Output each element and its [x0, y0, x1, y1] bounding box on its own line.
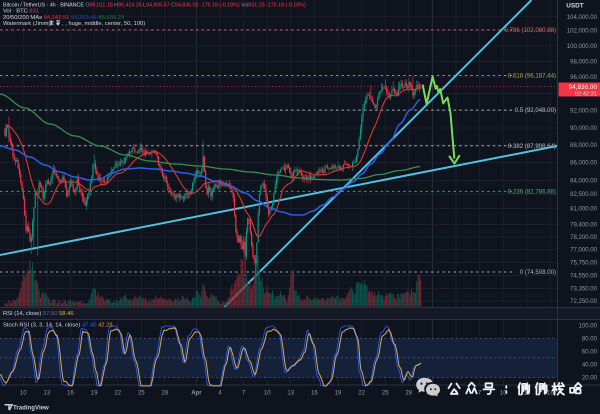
svg-text:60.00: 60.00 — [582, 350, 598, 356]
svg-text:100,000.00: 100,000.00 — [567, 44, 598, 50]
svg-text:100.00: 100.00 — [579, 324, 598, 330]
svg-text:82,500.00: 82,500.00 — [570, 192, 598, 198]
svg-text:Watermark (Jimmy: Watermark (Jimmy — [3, 21, 52, 27]
svg-text:0.786 (102,080.88): 0.786 (102,080.88) — [505, 27, 557, 34]
svg-text:7: 7 — [242, 391, 246, 397]
svg-text:98,000.00: 98,000.00 — [570, 60, 598, 66]
svg-text:13: 13 — [44, 391, 51, 397]
svg-text:72,250.00: 72,250.00 — [570, 299, 598, 305]
svg-text:102,000.00: 102,000.00 — [567, 29, 598, 35]
svg-text:92,000.00: 92,000.00 — [570, 109, 598, 115]
svg-text:20/50/200 MAs 94,242.51 93,253: 20/50/200 MAs 94,242.51 93,253.46 86,539… — [3, 15, 124, 21]
svg-text:0.236 (82,786.88): 0.236 (82,786.88) — [508, 189, 556, 196]
svg-text:RSI (14, close) 57.50 58.46: RSI (14, close) 57.50 58.46 — [3, 311, 74, 317]
svg-text:28: 28 — [162, 391, 169, 397]
svg-text:88,000.00: 88,000.00 — [570, 143, 598, 149]
svg-text:20.00: 20.00 — [582, 376, 598, 382]
svg-text:TradingView: TradingView — [13, 405, 49, 412]
svg-text:94,836.00: 94,836.00 — [569, 84, 598, 91]
svg-text:0.5 (92,048.00): 0.5 (92,048.00) — [515, 107, 556, 114]
svg-text:7: 7 — [478, 391, 482, 397]
svg-text:77,000.00: 77,000.00 — [570, 248, 598, 254]
svg-text:40.00: 40.00 — [582, 363, 598, 369]
svg-text:16: 16 — [67, 391, 74, 397]
svg-text:USDT: USDT — [566, 3, 583, 10]
svg-text:81,000.00: 81,000.00 — [570, 207, 598, 213]
svg-text:75,750.00: 75,750.00 — [570, 261, 598, 267]
svg-text:86,000.00: 86,000.00 — [570, 161, 598, 167]
svg-text:84,000.00: 84,000.00 — [570, 179, 598, 185]
svg-text:10: 10 — [20, 391, 27, 397]
svg-text:0 (74,508.00): 0 (74,508.00) — [520, 269, 556, 276]
svg-text:Vol · BTC 831: Vol · BTC 831 — [3, 9, 39, 15]
svg-text:02:42:31: 02:42:31 — [575, 91, 597, 97]
svg-text:0.618 (96,187.44): 0.618 (96,187.44) — [508, 73, 556, 80]
svg-text:13: 13 — [287, 391, 294, 397]
svg-text:74,550.00: 74,550.00 — [570, 274, 598, 280]
svg-text:73,350.00: 73,350.00 — [570, 287, 598, 293]
svg-text:78,200.00: 78,200.00 — [570, 235, 598, 241]
svg-text:90,000.00: 90,000.00 — [570, 126, 598, 132]
svg-text:22: 22 — [114, 391, 121, 397]
svg-text:80.00: 80.00 — [582, 337, 598, 343]
svg-text:Apr: Apr — [191, 391, 202, 397]
svg-text:22: 22 — [358, 391, 365, 397]
svg-text:, , huge, middle, center, 50,: , , huge, middle, center, 50, 100) — [62, 21, 145, 27]
svg-text:10: 10 — [500, 391, 507, 397]
svg-text:19: 19 — [335, 391, 342, 397]
svg-text:0.382 (87,908.64): 0.382 (87,908.64) — [508, 143, 556, 150]
svg-text:79,400.00: 79,400.00 — [570, 223, 598, 229]
svg-text:16: 16 — [311, 391, 318, 397]
svg-text:Bitcoin / TetherUS · 4h · BINA: Bitcoin / TetherUS · 4h · BINANCE O95,01… — [3, 2, 306, 8]
svg-text:96,000.00: 96,000.00 — [570, 75, 598, 81]
svg-text:4: 4 — [218, 391, 222, 397]
svg-text:25: 25 — [382, 391, 389, 397]
svg-text:19: 19 — [91, 391, 98, 397]
svg-text:104,000.00: 104,000.00 — [567, 15, 598, 21]
svg-text:25: 25 — [138, 391, 145, 397]
svg-text:16: 16 — [547, 391, 554, 397]
svg-text:28: 28 — [405, 391, 412, 397]
svg-text:10: 10 — [264, 391, 271, 397]
svg-text:Stoch RSI (3, 3, 14, 14, close: Stoch RSI (3, 3, 14, 14, close) 47.40 42… — [3, 322, 113, 328]
